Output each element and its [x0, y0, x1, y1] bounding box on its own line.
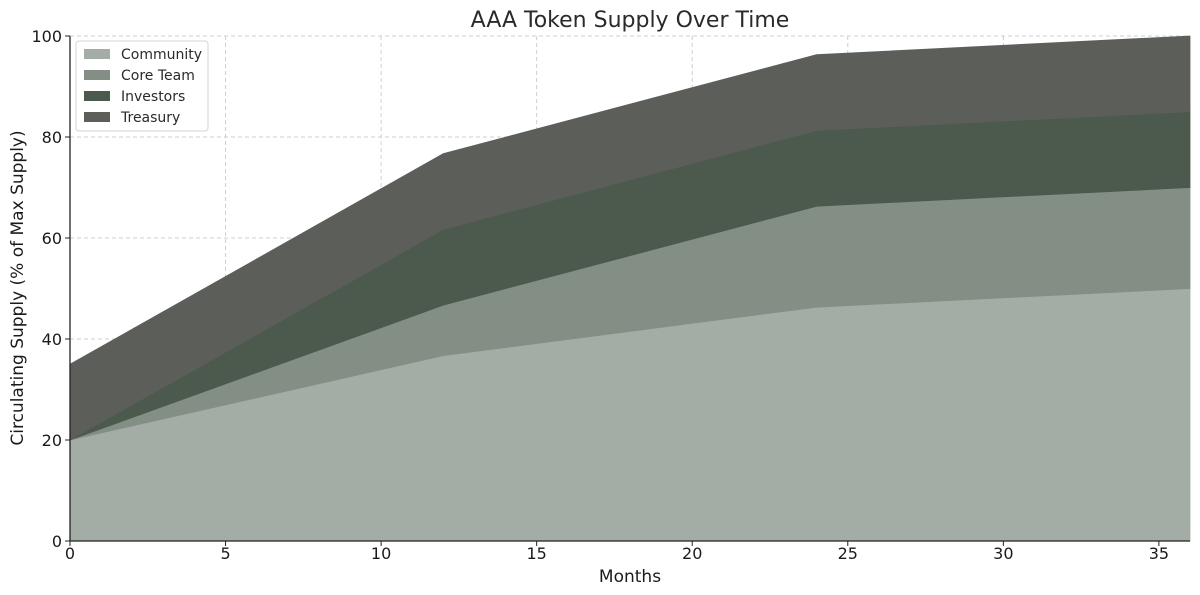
- legend-label-investors: Investors: [121, 89, 185, 105]
- x-axis-title: Months: [599, 567, 661, 587]
- x-tick-label: 0: [65, 544, 75, 563]
- areas: [69, 35, 1191, 542]
- y-tick-label: 60: [42, 229, 62, 248]
- legend-swatch-treasury: [84, 112, 110, 122]
- chart-title: AAA Token Supply Over Time: [471, 8, 790, 33]
- legend-swatch-investors: [84, 91, 110, 101]
- x-tick-label: 35: [1149, 544, 1169, 563]
- ticks: 0 5 10 15 20 25 30 35 0 20 40 60 80 100: [31, 27, 1169, 563]
- legend-swatch-community: [84, 49, 110, 59]
- legend-label-core-team: Core Team: [121, 68, 195, 84]
- x-tick-label: 25: [838, 544, 858, 563]
- x-tick-label: 15: [526, 544, 546, 563]
- legend-label-treasury: Treasury: [120, 110, 180, 126]
- y-tick-label: 40: [42, 330, 62, 349]
- legend-swatch-core-team: [84, 70, 110, 80]
- y-tick-label: 20: [42, 431, 62, 450]
- y-tick-label: 100: [31, 27, 62, 46]
- x-tick-label: 20: [682, 544, 702, 563]
- legend: Community Core Team Investors Treasury: [75, 40, 209, 132]
- x-tick-label: 30: [993, 544, 1013, 563]
- area-treasury: [69, 35, 1191, 441]
- legend-label-community: Community: [121, 47, 202, 63]
- y-tick-label: 80: [42, 128, 62, 147]
- legend-frame: [75, 40, 209, 132]
- y-tick-label: 0: [52, 532, 62, 551]
- x-tick-label: 10: [371, 544, 391, 563]
- y-axis-title: Circulating Supply (% of Max Supply): [8, 130, 28, 445]
- x-tick-label: 5: [220, 544, 230, 563]
